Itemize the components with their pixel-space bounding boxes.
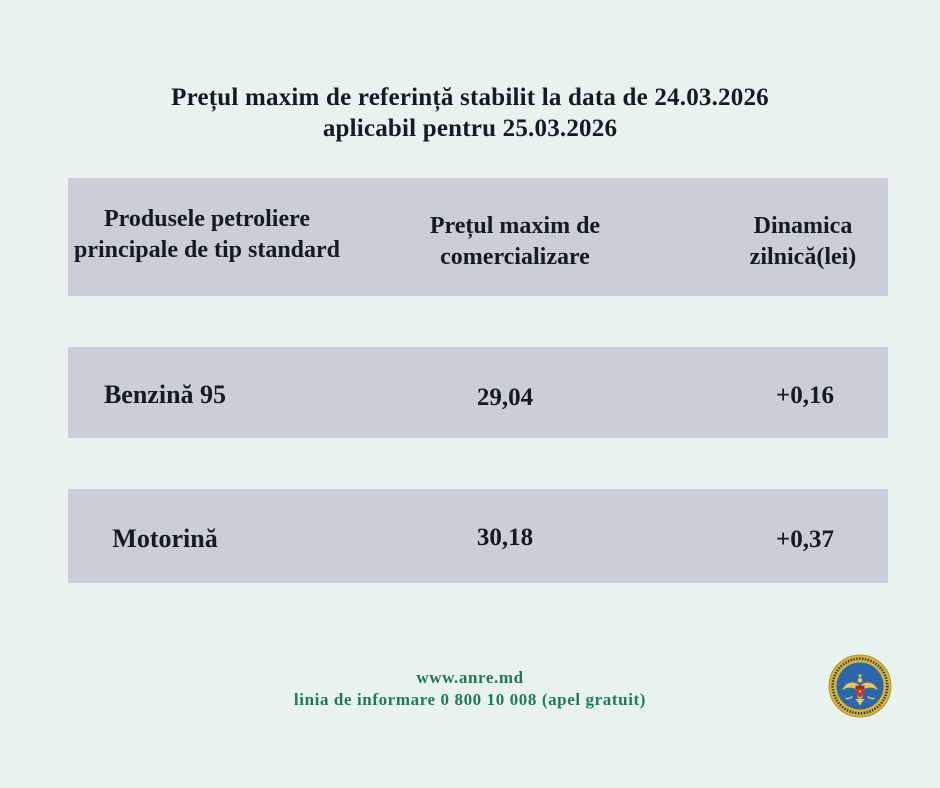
table-row-benzina-95: Benzină 95 29,04 +0,16 — [68, 347, 888, 438]
table-row-motorina: Motorină 30,18 +0,37 — [68, 489, 888, 583]
website-text: www.anre.md — [416, 668, 524, 687]
footer-contact-info: www.anre.md linia de informare 0 800 10 … — [0, 667, 940, 711]
header-cell-max-price: Prețul maxim de comercializare — [429, 213, 601, 270]
product-name: Motorină — [112, 523, 218, 553]
header-cell-products: Produsele petroliere principale de tip s… — [73, 206, 341, 263]
info-line-text: linia de informare 0 800 10 008 (apel gr… — [293, 690, 647, 709]
anre-moldova-seal-icon — [828, 654, 892, 718]
price-value: 29,04 — [476, 383, 534, 411]
table-header-row: Produsele petroliere principale de tip s… — [68, 178, 888, 296]
title-line-2: aplicabil pentru 25.03.2026 — [322, 115, 618, 142]
seal-circular-text — [831, 657, 889, 715]
header-cell-daily-dynamic: Dinamica zilnică(lei) — [749, 213, 857, 270]
dynamic-value: +0,37 — [776, 525, 834, 553]
price-value: 30,18 — [476, 523, 534, 551]
title-line-1: Prețul maxim de referință stabilit la da… — [171, 84, 769, 111]
product-name: Benzină 95 — [103, 380, 227, 410]
page-title: Prețul maxim de referință stabilit la da… — [0, 82, 940, 144]
dynamic-value: +0,16 — [776, 382, 834, 410]
